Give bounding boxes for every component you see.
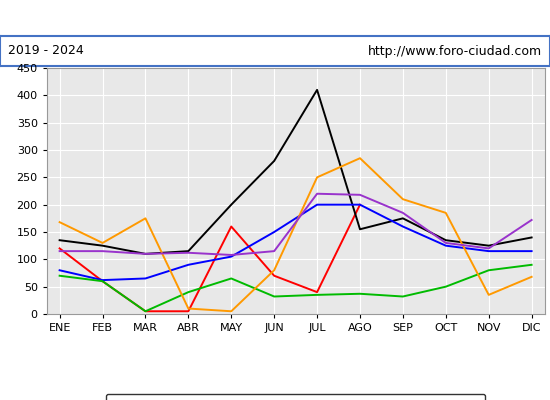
Text: http://www.foro-ciudad.com: http://www.foro-ciudad.com	[367, 44, 542, 58]
Legend: 2024, 2023, 2022, 2021, 2020, 2019: 2024, 2023, 2022, 2021, 2020, 2019	[106, 394, 486, 400]
Text: 2019 - 2024: 2019 - 2024	[8, 44, 84, 58]
Text: Evolucion Nº Turistas Nacionales en el municipio de Lladó: Evolucion Nº Turistas Nacionales en el m…	[64, 10, 486, 26]
